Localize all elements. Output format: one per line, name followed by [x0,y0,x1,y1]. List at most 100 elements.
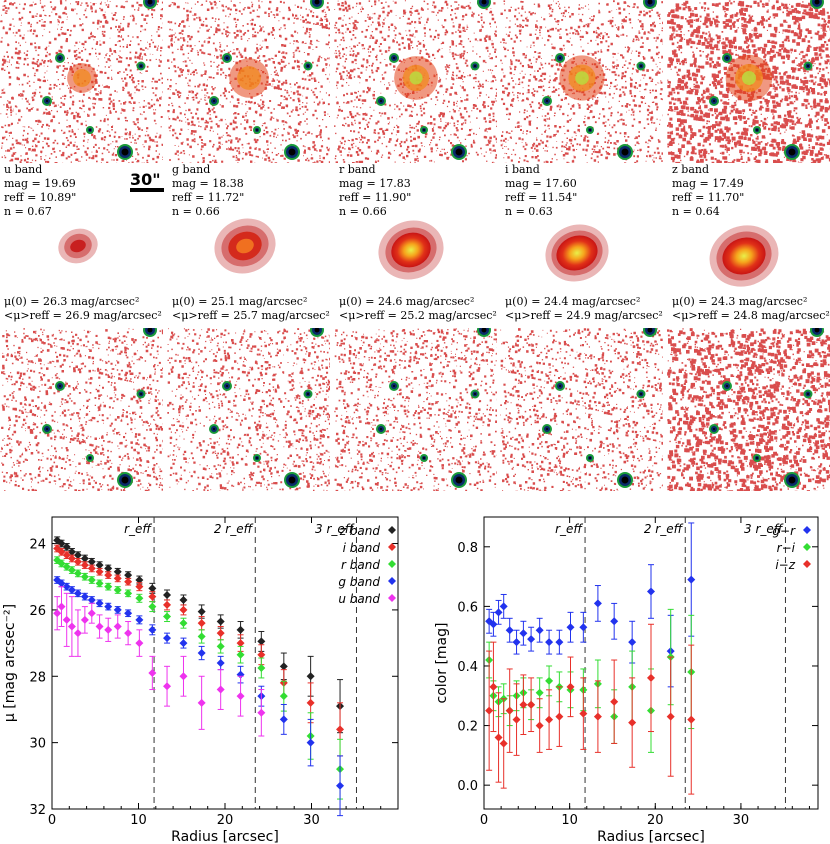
data-point [647,587,655,596]
series-2 [485,623,696,795]
legend-marker [388,577,396,585]
r-band-model [378,220,444,280]
y-tick-label: 0.2 [457,720,478,735]
data-point [135,615,144,624]
data-point [499,739,508,748]
data-point [62,542,71,551]
data-point [113,605,122,614]
data-point [148,625,157,634]
data-point [135,576,144,585]
i-band-image [500,0,663,163]
data-point [80,561,89,570]
r-band-residual [334,328,497,491]
legend-marker [803,543,811,551]
data-point [257,637,266,646]
data-point [124,577,133,586]
data-point [197,698,206,707]
y-tick-label: 30 [29,737,46,752]
y-tick-label: 0.0 [457,779,478,794]
x-tick-label: 30 [733,813,750,828]
data-point [610,617,619,626]
color-profile-plot: 0 10 20 30 0.0 0.2 0.4 0.6 0.8 Radius [arcsec] col… [434,516,819,844]
data-point [306,738,315,747]
data-point [179,619,188,628]
data-point [489,682,498,691]
y-tick-label: 0.4 [457,660,478,675]
legend-marker [388,526,396,534]
surface-brightness-plot: 0 10 20 30 24 26 28 30 32 Radius [arcsec] μ [mag a… [2,516,399,844]
data-point [53,536,62,545]
data-point [124,571,133,580]
data-point [494,608,503,617]
data-point [124,589,133,598]
data-point [579,623,588,632]
data-point [179,672,188,681]
series-2 [53,556,345,800]
legend-label: g band [338,575,380,589]
data-point [163,634,172,643]
data-point [197,632,206,641]
model-row [58,218,779,287]
data-point [236,639,245,648]
data-point [489,620,498,629]
data-point [80,572,89,581]
data-point [647,673,655,682]
data-point [148,668,157,677]
x-tick-label: 0 [480,813,488,828]
data-point [95,599,104,608]
reff-label: 2 r_eff [644,522,684,536]
data-point [279,662,288,671]
data-point [306,698,315,707]
legend-marker [388,560,396,568]
data-point [555,638,564,647]
series-0 [485,522,696,688]
data-point [67,566,76,575]
data-point [257,663,266,672]
data-point [336,781,345,790]
data-point [545,715,554,724]
data-point [257,650,266,659]
u-band-image [0,0,163,163]
data-point [628,638,637,647]
data-point [148,602,157,611]
x-tick-label: 10 [561,813,578,828]
data-point [163,682,172,691]
r-band-info: r band mag = 17.83 reff = 11.90" n = 0.66 [339,163,412,218]
u-band-model [58,228,98,264]
data-point [57,539,66,548]
data-point [666,712,675,721]
legend-label: i band [343,541,381,555]
r-band-image [334,0,497,163]
data-point [104,564,113,573]
data-point [113,567,122,576]
z-band-image [667,0,830,163]
x-tick-label: 20 [217,813,234,828]
legend-label: g−r [772,524,796,538]
data-point [336,725,345,734]
profile-plots: 0 10 20 30 24 26 28 30 32 Radius [arcsec] μ [mag a… [2,516,819,844]
data-point [179,605,188,614]
data-point [67,554,76,563]
data-point [236,625,245,634]
data-point [527,635,536,644]
data-point [73,629,82,638]
data-point [124,629,133,638]
data-point [113,586,122,594]
data-point [527,700,536,709]
data-point [57,547,66,556]
data-point [216,629,225,638]
data-point [135,594,144,603]
legend-label: i−z [775,558,795,572]
y-tick-label: 32 [29,803,46,818]
y-axis-label: color [mag] [434,623,450,704]
data-point [628,718,637,727]
data-point [124,609,133,618]
data-point [566,682,575,691]
data-point [279,715,288,724]
legend-label: u band [338,592,380,606]
y-tick-label: 24 [29,538,46,553]
series-0 [53,536,345,734]
reff-label: 3 r_eff [315,522,355,536]
legend-label: r band [341,558,380,572]
data-point [87,564,96,573]
